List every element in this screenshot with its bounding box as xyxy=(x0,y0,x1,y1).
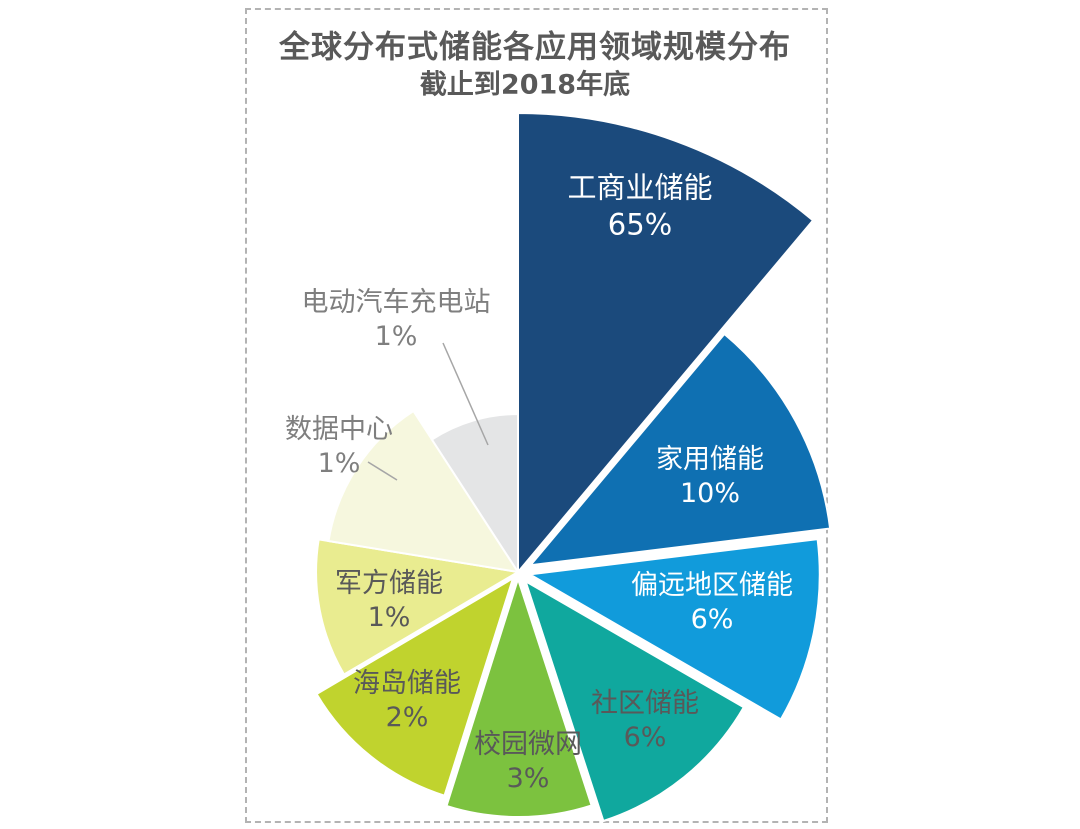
leader-line-ev-charging-station xyxy=(442,342,489,446)
slice-label-ev-charging-station: 电动汽车充电站 1% xyxy=(302,286,491,354)
pie-slice-ev-charging-station xyxy=(430,412,519,576)
slice-percent: 2% xyxy=(385,702,429,733)
pie-slice-island-storage xyxy=(315,576,515,797)
slice-label-remote-area-storage: 偏远地区储能 6% xyxy=(631,569,793,637)
slice-label-military-storage: 军方储能 1% xyxy=(335,567,443,635)
pie-slice-campus-microgrid xyxy=(445,575,593,819)
slice-label-data-center: 数据中心 1% xyxy=(285,413,393,481)
slice-name: 工商业储能 xyxy=(567,170,713,205)
chart-border xyxy=(245,8,828,823)
slice-label-home-storage: 家用储能 10% xyxy=(656,443,764,511)
pie-slice-industrial-commercial-storage xyxy=(517,111,815,575)
slice-name: 军方储能 xyxy=(335,567,443,599)
slice-label-industrial-commercial-storage: 工商业储能 65% xyxy=(567,169,712,242)
chart-subtitle: 截止到2018年底 xyxy=(419,69,631,101)
slice-label-campus-microgrid: 校园微网 3% xyxy=(474,728,582,796)
slice-label-island-storage: 海岛储能 2% xyxy=(353,667,461,735)
slice-name: 社区储能 xyxy=(591,687,699,719)
slice-percent: 1% xyxy=(317,448,361,479)
slice-percent: 6% xyxy=(690,604,734,635)
slice-name: 电动汽车充电站 xyxy=(301,286,491,318)
pie-slice-data-center xyxy=(327,409,521,574)
leader-line-data-center xyxy=(367,461,398,481)
slice-percent: 65% xyxy=(607,207,673,241)
slice-name: 家用储能 xyxy=(656,443,764,475)
slice-name: 数据中心 xyxy=(285,413,393,445)
slice-name: 校园微网 xyxy=(474,728,582,760)
slice-percent: 1% xyxy=(374,321,418,352)
pie-slice-home-storage xyxy=(527,332,832,567)
slice-percent: 3% xyxy=(506,763,550,794)
slice-percent: 1% xyxy=(367,602,411,633)
slice-name: 海岛储能 xyxy=(353,667,461,699)
slice-label-community-storage: 社区储能 6% xyxy=(591,687,699,755)
pie-slice-military-storage xyxy=(315,538,521,676)
pie-slice-community-storage xyxy=(523,579,746,823)
slice-percent: 10% xyxy=(679,478,740,509)
pie-slice-remote-area-storage xyxy=(526,537,821,721)
chart-title: 全球分布式储能各应用领域规模分布 xyxy=(279,29,791,66)
slice-percent: 6% xyxy=(623,722,667,753)
slice-name: 偏远地区储能 xyxy=(631,569,793,601)
